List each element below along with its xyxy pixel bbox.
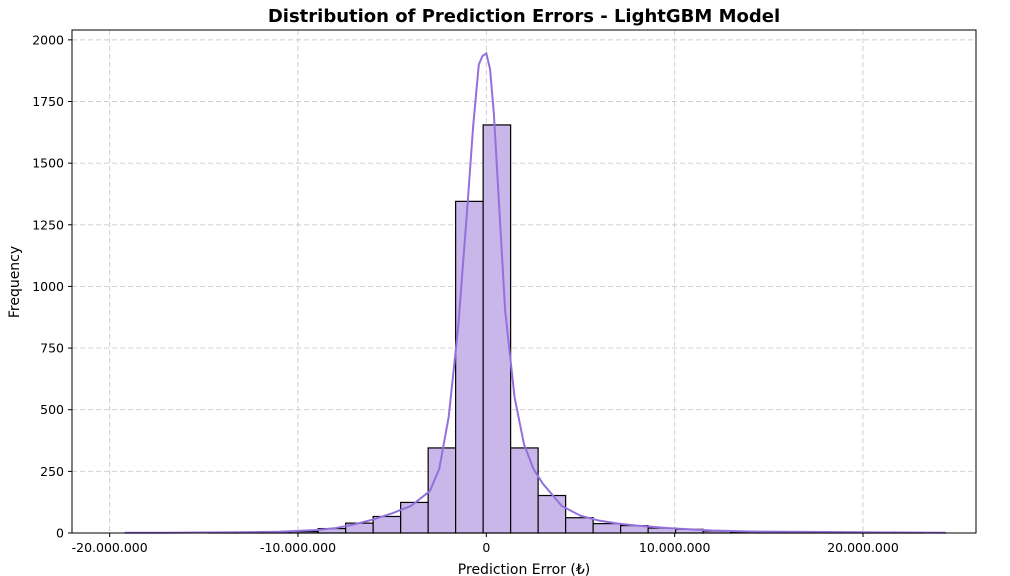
histogram-bar <box>400 501 429 534</box>
histogram-bar <box>510 447 539 534</box>
x-tick-label: 0 <box>482 540 490 555</box>
x-axis-label: Prediction Error (₺) <box>458 562 590 576</box>
x-tick-label: 20.000.000 <box>827 540 899 555</box>
y-tick-label: 0 <box>56 526 64 541</box>
y-axis-label: Frequency <box>7 246 23 318</box>
histogram-bar <box>455 200 484 534</box>
y-tick-label: 1750 <box>32 94 64 109</box>
y-tick-label: 1500 <box>32 156 64 171</box>
histogram-bar <box>592 523 622 534</box>
x-tick-label: -20.000.000 <box>72 540 148 555</box>
chart-title: Distribution of Prediction Errors - Ligh… <box>268 6 780 27</box>
histogram-bar <box>537 494 567 534</box>
x-tick-label: -10.000.000 <box>260 540 336 555</box>
plot-frame <box>71 29 977 534</box>
kde-curve <box>124 51 946 534</box>
y-tick-label: 1250 <box>32 217 64 232</box>
ticks-layer: -20.000.000 -10.000.000 0 10.000.000 20.000.… <box>32 32 899 555</box>
y-tick-label: 1000 <box>32 279 64 294</box>
bars-layer <box>207 124 924 534</box>
y-tick-label: 250 <box>40 464 64 479</box>
y-tick-label: 750 <box>40 341 64 356</box>
histogram-bar <box>427 447 457 534</box>
histogram-bar <box>482 124 512 534</box>
histogram-bar <box>565 517 594 534</box>
y-tick-label: 2000 <box>32 32 64 47</box>
y-tick-label: 500 <box>40 402 64 417</box>
x-tick-label: 10.000.000 <box>639 540 711 555</box>
